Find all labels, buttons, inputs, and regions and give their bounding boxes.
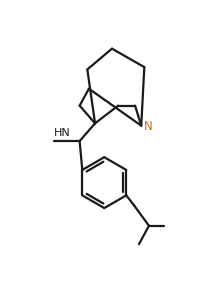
Text: HN: HN (54, 128, 71, 137)
Text: N: N (144, 120, 152, 133)
